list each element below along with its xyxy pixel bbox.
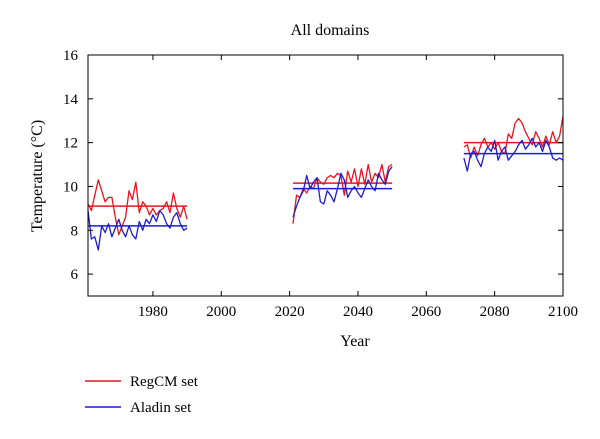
y-tick-label: 6 (71, 267, 79, 283)
x-tick-label: 2060 (411, 304, 441, 320)
plot-frame (87, 54, 564, 297)
plot-lines (87, 116, 564, 251)
y-tick-label: 12 (63, 136, 78, 152)
series-line-regcm-set-2 (292, 163, 393, 224)
y-tick-label: 14 (63, 92, 79, 108)
chart-title: All domains (291, 22, 370, 39)
series-line-regcm-set-1 (87, 179, 188, 236)
y-axis-ticks: 6 8 10 12 14 16 (63, 48, 563, 283)
x-tick-label: 1980 (138, 304, 168, 320)
y-axis-label: Temperature (°C) (29, 120, 46, 232)
x-tick-label: 2080 (480, 304, 510, 320)
x-tick-label: 2100 (548, 304, 578, 320)
legend: RegCM set Aladin set (85, 374, 199, 416)
y-tick-label: 8 (71, 223, 79, 239)
series-line-aladin-set-2 (292, 166, 393, 218)
x-tick-label: 2040 (343, 304, 373, 320)
x-axis-label: Year (340, 333, 370, 350)
series-line-regcm-set-3 (463, 116, 564, 159)
x-tick-label: 2000 (206, 304, 236, 320)
y-tick-label: 16 (63, 48, 79, 64)
legend-label-aladin: Aladin set (130, 400, 192, 416)
series-line-aladin-set-1 (87, 209, 188, 251)
legend-label-regcm: RegCM set (130, 374, 199, 390)
x-tick-label: 2020 (275, 304, 305, 320)
x-axis-ticks: 1980 2000 2020 2040 2060 2080 2100 (138, 55, 578, 320)
y-tick-label: 10 (63, 179, 78, 195)
